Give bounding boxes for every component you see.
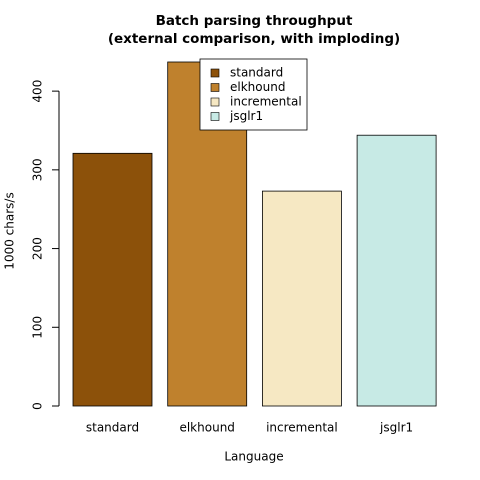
legend-swatch <box>210 68 220 78</box>
y-tick-label: 400 <box>31 80 45 103</box>
bar <box>72 152 153 407</box>
legend-swatch <box>210 112 220 121</box>
legend-label: jsglr1 <box>229 109 263 123</box>
x-axis-label: Language <box>224 450 283 464</box>
legend-label: standard <box>230 66 283 80</box>
y-tick-label: 100 <box>31 316 45 339</box>
y-tick-label: 0 <box>31 402 45 410</box>
x-tick-label: incremental <box>266 421 338 435</box>
y-tick-label: 200 <box>31 237 45 260</box>
legend-swatch <box>210 83 220 92</box>
legend-label: incremental <box>230 95 302 109</box>
legend-swatch <box>210 97 220 107</box>
y-tick-label: 300 <box>31 158 45 181</box>
y-axis-label: 1000 chars/s <box>3 192 17 269</box>
x-tick-label: standard <box>86 421 139 435</box>
x-tick-label: elkhound <box>179 421 234 435</box>
x-tick-label: jsglr1 <box>379 421 413 435</box>
bar <box>356 134 437 407</box>
chart-title: Batch parsing throughput <box>156 13 353 29</box>
legend-label: elkhound <box>230 80 285 94</box>
chart-subtitle: (external comparison, with imploding) <box>108 31 400 47</box>
bar <box>261 190 342 407</box>
